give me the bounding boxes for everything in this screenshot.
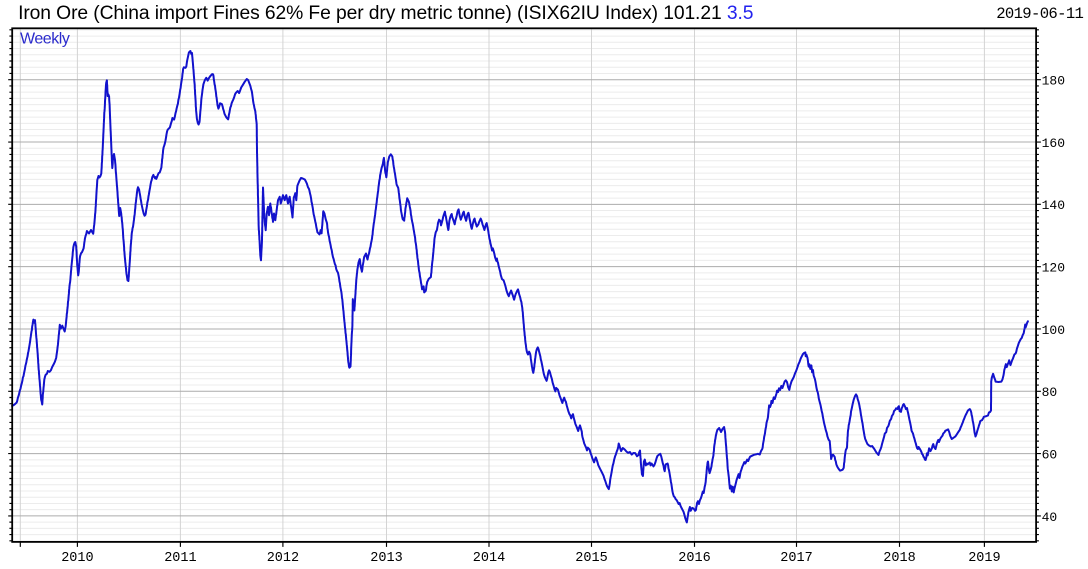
svg-text:160: 160	[1042, 136, 1065, 151]
svg-text:Weekly: Weekly	[20, 31, 70, 48]
svg-text:60: 60	[1042, 448, 1058, 463]
svg-text:2013: 2013	[370, 551, 402, 566]
svg-text:80: 80	[1042, 385, 1058, 400]
svg-text:40: 40	[1042, 510, 1058, 525]
svg-text:2015: 2015	[575, 551, 607, 566]
svg-text:140: 140	[1042, 198, 1065, 213]
svg-text:180: 180	[1042, 74, 1065, 89]
svg-text:2014: 2014	[473, 551, 505, 566]
svg-text:2012: 2012	[267, 551, 299, 566]
svg-text:Iron Ore (China import Fines 6: Iron Ore (China import Fines 62% Fe per …	[18, 3, 753, 24]
svg-text:2010: 2010	[61, 551, 93, 566]
svg-text:2011: 2011	[164, 551, 196, 566]
svg-text:2016: 2016	[678, 551, 710, 566]
svg-text:120: 120	[1042, 261, 1065, 276]
svg-text:2018: 2018	[883, 551, 915, 566]
svg-text:2019: 2019	[968, 551, 1000, 566]
svg-text:2017: 2017	[780, 551, 812, 566]
svg-text:100: 100	[1042, 323, 1065, 338]
svg-text:2019-06-11: 2019-06-11	[996, 5, 1083, 23]
